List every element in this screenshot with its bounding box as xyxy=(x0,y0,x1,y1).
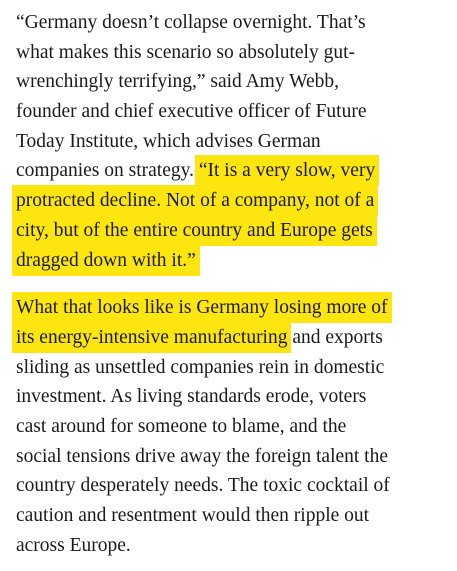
highlighted-text: What that looks like is Germany losing m… xyxy=(12,292,392,324)
highlighted-text: dragged down with it.” xyxy=(12,244,200,276)
text-segment: companies on strategy. xyxy=(16,160,199,182)
text-line: across Europe. xyxy=(16,531,457,561)
text-segment: what makes this scenario so absolutely g… xyxy=(16,41,356,63)
text-line: dragged down with it.” xyxy=(12,244,457,276)
text-segment: “Germany doesn’t collapse overnight. Tha… xyxy=(16,12,366,33)
text-segment: social tensions drive away the foreign t… xyxy=(16,445,389,467)
text-segment: Today Institute, which advises German xyxy=(16,130,321,152)
text-line: wrenchingly terrifying,” said Amy Webb, xyxy=(16,67,457,97)
highlighted-text: city, but of the entire country and Euro… xyxy=(12,214,377,246)
text-line: protracted decline. Not of a company, no… xyxy=(12,185,457,217)
text-segment: wrenchingly terrifying,” said Amy Webb, xyxy=(16,71,339,93)
highlighted-text: “It is a very slow, very xyxy=(194,155,380,187)
text-line: companies on strategy. “It is a very slo… xyxy=(16,155,457,187)
text-line: caution and resentment would then ripple… xyxy=(16,501,457,531)
text-segment: investment. As living standards erode, v… xyxy=(16,386,367,408)
text-segment: across Europe. xyxy=(16,534,131,556)
paragraph: “Germany doesn’t collapse overnight. Tha… xyxy=(12,8,457,276)
text-segment: country desperately needs. The toxic coc… xyxy=(16,475,390,497)
highlighted-text: protracted decline. Not of a company, no… xyxy=(12,185,379,217)
text-line: founder and chief executive officer of F… xyxy=(16,97,457,127)
text-line: its energy-intensive manufacturing and e… xyxy=(12,321,457,353)
text-segment: cast around for someone to blame, and th… xyxy=(16,415,347,437)
text-segment: sliding as unsettled companies rein in d… xyxy=(16,356,385,378)
text-line: investment. As living standards erode, v… xyxy=(16,382,457,412)
text-line: What that looks like is Germany losing m… xyxy=(12,292,457,324)
text-segment: caution and resentment would then ripple… xyxy=(16,505,370,526)
text-segment: and exports xyxy=(287,326,383,348)
text-line: Today Institute, which advises German xyxy=(16,127,457,157)
text-line: country desperately needs. The toxic coc… xyxy=(16,471,457,501)
text-line: city, but of the entire country and Euro… xyxy=(12,214,457,246)
text-line: “Germany doesn’t collapse overnight. Tha… xyxy=(16,8,457,38)
text-segment: founder and chief executive officer of F… xyxy=(16,101,367,123)
text-line: cast around for someone to blame, and th… xyxy=(16,412,457,442)
text-line: sliding as unsettled companies rein in d… xyxy=(16,353,457,383)
text-line: social tensions drive away the foreign t… xyxy=(16,442,457,472)
paragraph: What that looks like is Germany losing m… xyxy=(12,292,457,561)
highlighted-text: its energy-intensive manufacturing xyxy=(12,321,292,353)
text-line: what makes this scenario so absolutely g… xyxy=(16,38,457,68)
